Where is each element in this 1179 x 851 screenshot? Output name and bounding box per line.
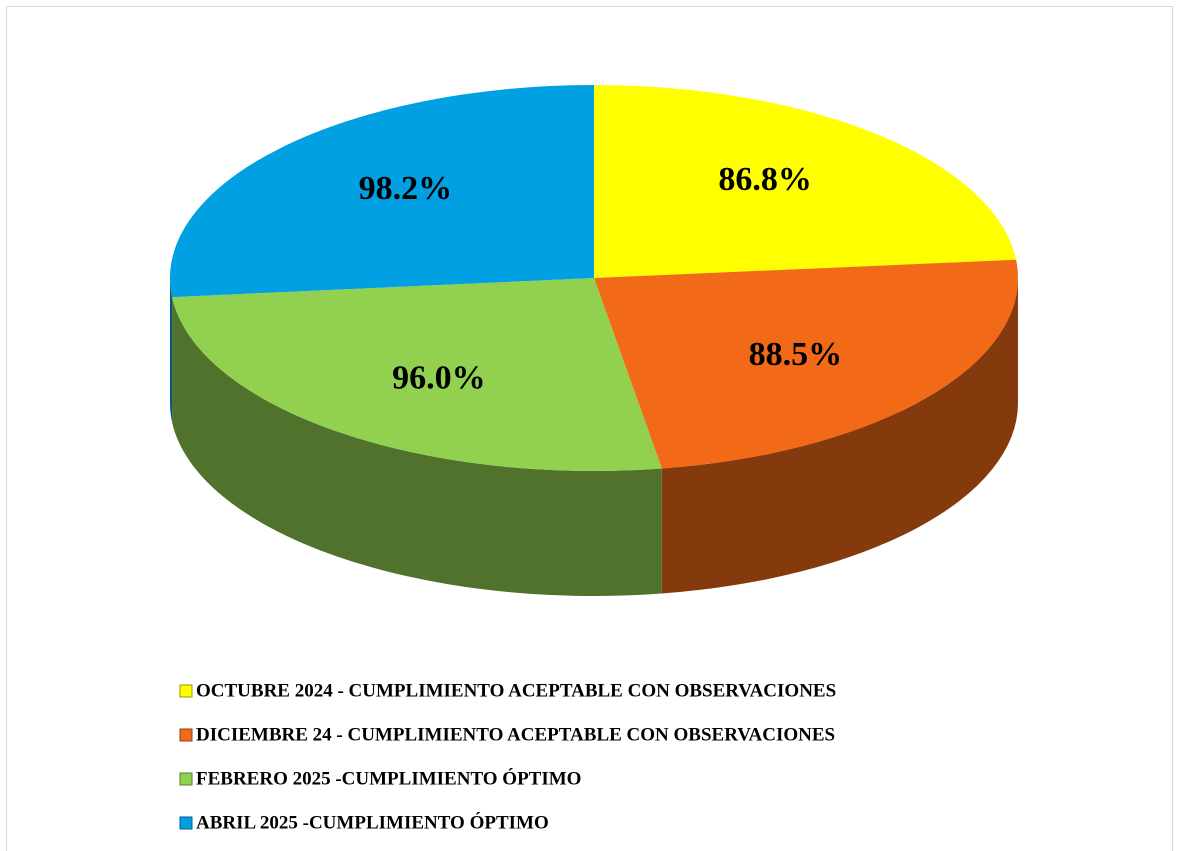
pie-side (170, 278, 173, 423)
pie-side (172, 297, 662, 596)
pie-slice (172, 278, 662, 471)
data-label: 86.8% (718, 161, 812, 198)
pie-side (661, 278, 1018, 594)
legend-swatch (179, 728, 193, 742)
legend-label: ABRIL 2025 -CUMPLIMIENTO ÓPTIMO (196, 811, 549, 833)
pie-slice (594, 259, 1018, 469)
data-label: 96.0% (392, 359, 486, 396)
legend-label: DICIEMBRE 24 - CUMPLIMIENTO ACEPTABLE CO… (196, 724, 835, 745)
pie-slice (170, 85, 594, 298)
data-label: 98.2% (359, 170, 453, 207)
legend-swatch (179, 684, 193, 698)
data-label: 88.5% (749, 336, 843, 373)
legend-swatch (179, 772, 193, 786)
legend-swatch (179, 816, 193, 830)
legend-label: FEBRERO 2025 -CUMPLIMIENTO ÓPTIMO (196, 767, 581, 789)
legend-label: OCTUBRE 2024 - CUMPLIMIENTO ACEPTABLE CO… (196, 680, 836, 701)
pie-slice (594, 85, 1017, 278)
